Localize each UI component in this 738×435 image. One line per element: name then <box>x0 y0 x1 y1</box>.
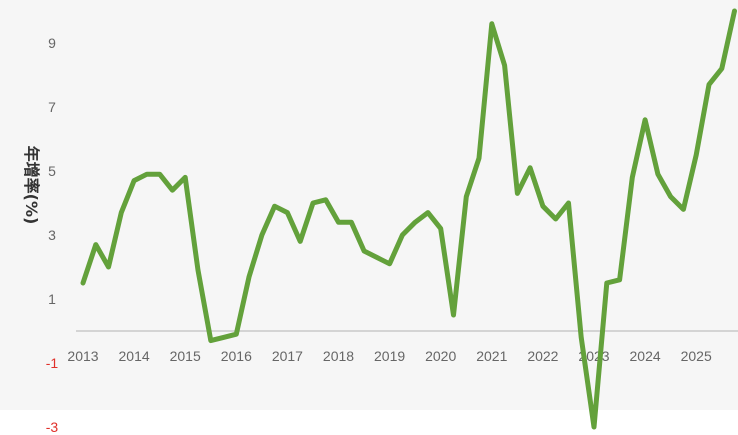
x-tick-label: 2017 <box>272 348 303 364</box>
x-tick-label: 2020 <box>425 348 456 364</box>
y-tick-label: 5 <box>48 163 56 179</box>
x-tick-label: 2013 <box>67 348 98 364</box>
y-tick-label: 3 <box>48 227 56 243</box>
y-tick-label: -3 <box>46 419 59 435</box>
y-tick-label: 7 <box>48 99 56 115</box>
x-tick-label: 2021 <box>476 348 507 364</box>
x-axis-tick-labels: 2013 2014 2015 2016 2017 2018 2019 2020 2021 2022… <box>67 348 712 364</box>
x-tick-label: 2014 <box>119 348 150 364</box>
y-tick-label: 9 <box>48 35 56 51</box>
x-tick-label: 2015 <box>170 348 201 364</box>
y-tick-label: -1 <box>46 355 59 371</box>
x-tick-label: 2019 <box>374 348 405 364</box>
x-tick-label: 2018 <box>323 348 354 364</box>
series-line <box>80 8 737 430</box>
x-tick-label: 2022 <box>527 348 558 364</box>
x-tick-label: 2024 <box>630 348 661 364</box>
y-axis-tick-labels: -3 -1 1 3 5 7 9 <box>46 35 59 435</box>
x-tick-label: 2016 <box>221 348 252 364</box>
y-tick-label: 1 <box>48 291 56 307</box>
x-tick-label: 2025 <box>681 348 712 364</box>
y-axis-label: 年增率(%) <box>22 146 41 225</box>
